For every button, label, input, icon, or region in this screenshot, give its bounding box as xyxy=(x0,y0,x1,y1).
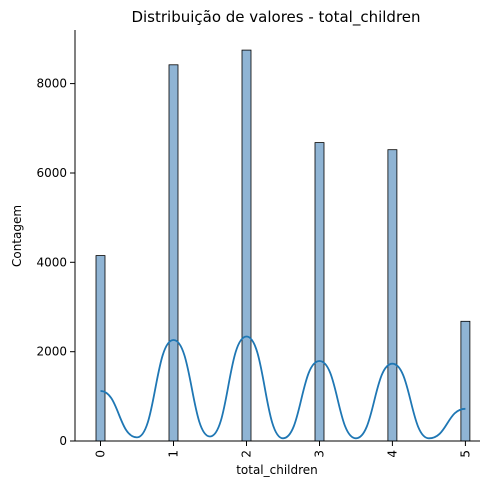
histogram-bar-1 xyxy=(168,64,179,442)
x-axis-label: total_children xyxy=(236,463,318,477)
y-axis-label: Contagem xyxy=(10,205,24,267)
y-tick-label-2000: 2000 xyxy=(36,345,67,359)
x-tick-label-5: 5 xyxy=(458,450,472,458)
x-tick-label-0: 0 xyxy=(94,450,108,458)
histogram-bar-0 xyxy=(95,255,106,442)
x-tick-label-1: 1 xyxy=(167,450,181,458)
kde-line xyxy=(100,335,466,440)
histogram-bar-4 xyxy=(387,149,398,442)
histogram-bar-2 xyxy=(241,49,252,442)
x-tick-label-3: 3 xyxy=(313,450,327,458)
y-ticks: 0 2000 4000 6000 8000 xyxy=(36,77,75,448)
bars-layer xyxy=(95,49,471,442)
x-tick-label-2: 2 xyxy=(240,450,254,458)
histogram-bar-3 xyxy=(314,142,325,442)
y-tick-label-6000: 6000 xyxy=(36,166,67,180)
histogram-bar-5 xyxy=(460,320,471,442)
y-tick-label-4000: 4000 xyxy=(36,255,67,269)
y-tick-label-8000: 8000 xyxy=(36,77,67,91)
x-tick-label-4: 4 xyxy=(385,450,399,458)
y-tick-label-0: 0 xyxy=(59,434,67,448)
kde-layer xyxy=(100,335,466,440)
chart-title: Distribuição de valores - total_children xyxy=(131,8,420,27)
x-ticks: 0 1 2 3 4 5 xyxy=(94,441,472,458)
